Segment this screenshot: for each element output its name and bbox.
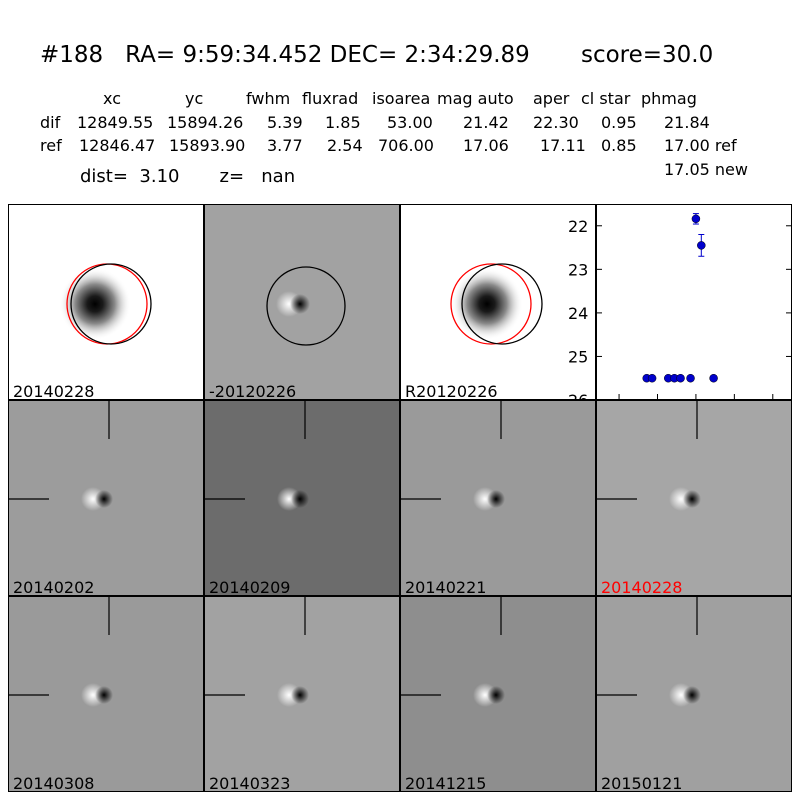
panel-label: 20141215 xyxy=(405,774,487,792)
data-point xyxy=(709,373,718,383)
image-panel-ref: R20120226 xyxy=(400,204,596,400)
cutout-image xyxy=(597,401,791,595)
cutout-panel: 20140221 xyxy=(400,400,596,596)
cutout-image xyxy=(205,597,399,791)
y-tick-label: 23 xyxy=(568,260,588,279)
panel-label: 20140202 xyxy=(13,578,95,596)
star-source xyxy=(59,268,131,340)
data-point xyxy=(686,373,695,383)
negative-residual xyxy=(683,686,701,704)
image-svg xyxy=(9,205,203,399)
cutout-panel: 20150121 xyxy=(596,596,792,792)
aperture-circle-black xyxy=(70,263,152,345)
table-cell: 5.39 xyxy=(267,113,303,132)
negative-residual xyxy=(487,686,505,704)
panel-label: 20140221 xyxy=(405,578,487,596)
col-header-cl-star: cl star xyxy=(581,89,631,108)
cutout-panel: 20140308 xyxy=(8,596,204,792)
y-tick-label: 22 xyxy=(568,217,588,236)
col-header-yc: yc xyxy=(185,89,204,108)
cutout-panel: 20140209 xyxy=(204,400,400,596)
table-cell: 21.84 xyxy=(664,113,710,132)
data-point xyxy=(691,214,701,224)
panel-label: 20140228 xyxy=(601,578,683,596)
negative-residual xyxy=(291,490,309,508)
cutout-panel: 20140228 xyxy=(596,400,792,596)
distance-line: dist= 3.10 z= nan xyxy=(80,166,295,187)
table-cell: 706.00 xyxy=(378,136,434,155)
panel-label: 20150121 xyxy=(601,774,683,792)
panel-label: 20140209 xyxy=(209,578,291,596)
z-value: nan xyxy=(261,166,296,187)
col-header-xc: xc xyxy=(103,89,121,108)
col-header-isoarea: isoarea xyxy=(372,89,431,108)
table-cell: 17.00 ref xyxy=(664,136,737,155)
panel-label: 20140323 xyxy=(209,774,291,792)
image-panel-new: 20140228 xyxy=(8,204,204,400)
aperture-circle-black xyxy=(461,263,543,345)
table-cell: 17.11 xyxy=(540,136,586,155)
table-cell: 0.85 xyxy=(601,136,637,155)
cutout-panel: 20141215 xyxy=(400,596,596,792)
table-cell: 0.95 xyxy=(601,113,637,132)
negative-residual xyxy=(95,490,113,508)
data-point xyxy=(647,373,657,383)
cutout-image xyxy=(205,401,399,595)
col-header-fwhm: fwhm xyxy=(246,89,291,108)
cutout-image xyxy=(401,401,595,595)
negative-residual xyxy=(95,686,113,704)
image-svg xyxy=(401,205,595,399)
cutout-panel: 20140323 xyxy=(204,596,400,792)
table-cell: 53.00 xyxy=(387,113,433,132)
cutout-image xyxy=(597,597,791,791)
plot-frame xyxy=(596,204,792,400)
dist-value: 3.10 xyxy=(139,166,180,187)
dist-label: dist= xyxy=(80,166,128,187)
cutout-image xyxy=(401,597,595,791)
star-source xyxy=(451,268,523,340)
row-label-ref: ref xyxy=(40,136,62,155)
data-point xyxy=(676,373,685,383)
table-cell: 3.77 xyxy=(267,136,303,155)
col-header-mag-auto: mag auto xyxy=(437,89,514,108)
negative-residual xyxy=(291,686,309,704)
col-header-phmag: phmag xyxy=(641,89,697,108)
image-svg xyxy=(205,205,399,399)
z-label: z= xyxy=(219,166,245,187)
table-cell: 1.85 xyxy=(325,113,361,132)
image-panel-diff: -20120226 xyxy=(204,204,400,400)
table-cell: 12846.47 xyxy=(79,136,156,155)
table-cell: 15893.90 xyxy=(169,136,246,155)
table-cell: 21.42 xyxy=(463,113,509,132)
panel-label: -20120226 xyxy=(209,382,297,400)
negative-residual xyxy=(487,490,505,508)
table-cell: 12849.55 xyxy=(77,113,154,132)
page-title: #188 RA= 9:59:34.452 DEC= 2:34:29.89 sco… xyxy=(40,42,714,68)
panel-label: 20140228 xyxy=(13,382,95,400)
panel-label: R20120226 xyxy=(405,382,498,400)
aperture-circle-red xyxy=(450,263,532,345)
negative-residual xyxy=(683,490,701,508)
col-header-fluxrad: fluxrad xyxy=(302,89,359,108)
table-cell: 22.30 xyxy=(533,113,579,132)
table-cell: 15894.26 xyxy=(167,113,244,132)
y-tick-label: 25 xyxy=(568,347,588,366)
negative-residual xyxy=(290,294,310,314)
table-cell: 17.06 xyxy=(463,136,509,155)
panel-label: 20140308 xyxy=(13,774,95,792)
phmag-new: 17.05 new xyxy=(664,160,748,179)
row-label-dif: dif xyxy=(40,113,61,132)
cutout-image xyxy=(9,401,203,595)
aperture-circle-black xyxy=(266,266,346,346)
data-point xyxy=(697,241,706,250)
col-header-aper: aper xyxy=(533,89,570,108)
cutout-image xyxy=(9,597,203,791)
cutout-panel: 20140202 xyxy=(8,400,204,596)
y-tick-label: 24 xyxy=(568,304,588,323)
table-cell: 2.54 xyxy=(327,136,363,155)
